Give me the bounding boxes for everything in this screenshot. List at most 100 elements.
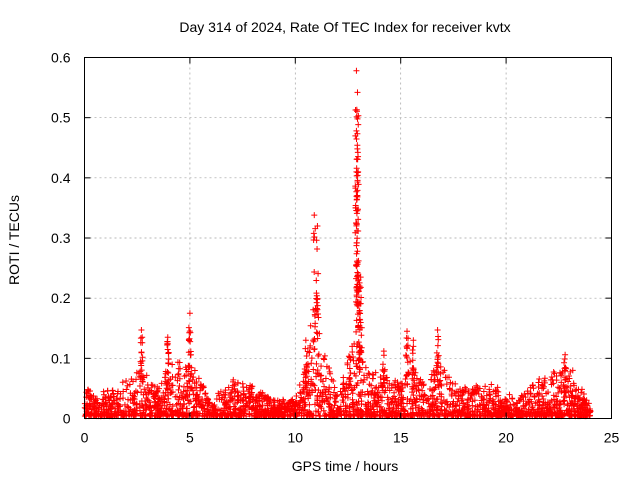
- data-point: [532, 412, 539, 419]
- data-point: [288, 397, 295, 404]
- data-point: [325, 400, 332, 407]
- data-point: [510, 401, 517, 408]
- data-point: [173, 401, 180, 408]
- data-point: [221, 394, 228, 401]
- data-point: [100, 391, 107, 398]
- data-point: [354, 172, 361, 179]
- x-tick-label: 25: [604, 430, 620, 446]
- data-point: [206, 412, 213, 419]
- data-point: [148, 381, 155, 388]
- data-point: [323, 395, 330, 402]
- data-point: [434, 376, 441, 383]
- data-point: [362, 364, 369, 371]
- data-point: [388, 399, 395, 406]
- data-point: [563, 365, 570, 372]
- data-point: [229, 412, 236, 419]
- data-point: [175, 396, 182, 403]
- data-point: [347, 382, 354, 389]
- data-point: [361, 376, 368, 383]
- data-point: [314, 397, 321, 404]
- data-point: [311, 401, 318, 408]
- data-point: [405, 369, 412, 376]
- data-point: [104, 412, 111, 419]
- data-point: [139, 354, 146, 361]
- data-point: [357, 319, 364, 326]
- data-point: [318, 363, 325, 370]
- data-point: [152, 399, 159, 406]
- data-point: [585, 407, 592, 414]
- data-point: [353, 135, 360, 142]
- data-point: [412, 399, 419, 406]
- data-point: [470, 390, 477, 397]
- data-point: [469, 402, 476, 409]
- data-point: [379, 361, 386, 368]
- y-tick-label: 0.2: [51, 290, 71, 306]
- data-point: [385, 396, 392, 403]
- data-point: [421, 392, 428, 399]
- data-point: [353, 106, 360, 113]
- data-point: [410, 392, 417, 399]
- data-point: [286, 411, 293, 418]
- data-point: [435, 369, 442, 376]
- data-point: [157, 408, 164, 415]
- data-point: [540, 383, 547, 390]
- data-point: [444, 374, 451, 381]
- data-point: [352, 204, 359, 211]
- y-tick-label: 0.6: [51, 50, 71, 66]
- data-point: [365, 370, 372, 377]
- data-point: [248, 385, 255, 392]
- data-point: [530, 385, 537, 392]
- data-point: [410, 383, 417, 390]
- data-point: [557, 411, 564, 418]
- data-point: [459, 387, 466, 394]
- data-point: [330, 389, 337, 396]
- data-point: [142, 412, 149, 419]
- data-point: [431, 412, 438, 419]
- data-point: [289, 402, 296, 409]
- data-point: [316, 393, 323, 400]
- x-tick-label: 0: [81, 430, 89, 446]
- data-point: [321, 383, 328, 390]
- data-point: [464, 401, 471, 408]
- data-point: [445, 410, 452, 417]
- data-point: [506, 391, 513, 398]
- data-point: [536, 402, 543, 409]
- data-point: [349, 348, 356, 355]
- x-tick-label: 10: [288, 430, 304, 446]
- data-point-peak: [314, 222, 321, 229]
- data-point: [357, 377, 364, 384]
- data-point: [187, 371, 194, 378]
- data-point: [96, 404, 103, 411]
- data-point: [513, 399, 520, 406]
- data-point: [586, 412, 593, 419]
- data-point: [305, 395, 312, 402]
- data-point: [246, 410, 253, 417]
- data-point: [107, 394, 114, 401]
- data-point: [186, 378, 193, 385]
- x-axis-label: GPS time / hours: [292, 458, 399, 474]
- data-point: [316, 371, 323, 378]
- data-point: [288, 406, 295, 413]
- data-point: [197, 387, 204, 394]
- data-point: [295, 400, 302, 407]
- data-point: [370, 406, 377, 413]
- data-point: [327, 370, 334, 377]
- data-point: [573, 386, 580, 393]
- data-point: [347, 369, 354, 376]
- data-point: [465, 405, 472, 412]
- data-point: [179, 410, 186, 417]
- data-point: [372, 369, 379, 376]
- data-point: [419, 407, 426, 414]
- data-point: [326, 364, 333, 371]
- data-point: [165, 350, 172, 357]
- data-point: [306, 349, 313, 356]
- data-point: [561, 387, 568, 394]
- data-point: [386, 405, 393, 412]
- data-point: [169, 361, 176, 368]
- data-point: [277, 404, 284, 411]
- data-point: [402, 375, 409, 382]
- grid-layer: [84, 57, 612, 419]
- data-point: [372, 385, 379, 392]
- data-point: [358, 401, 365, 408]
